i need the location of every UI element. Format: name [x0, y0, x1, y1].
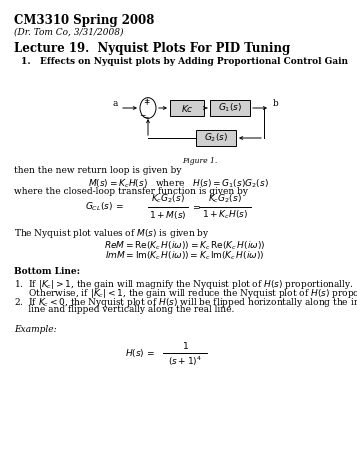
Text: Example:: Example:: [14, 325, 57, 334]
Text: The Nyquist plot values of $M(s)$ is given by: The Nyquist plot values of $M(s)$ is giv…: [14, 227, 210, 240]
Text: Bottom Line:: Bottom Line:: [14, 267, 80, 276]
Text: then the new return loop is given by: then the new return loop is given by: [14, 166, 182, 175]
Text: Lecture 19.  Nyquist Plots For PID Tuning: Lecture 19. Nyquist Plots For PID Tuning: [14, 42, 291, 55]
Text: Otherwise, if $|K_c| < 1$, the gain will reduce the Nyquist plot of $H(s)$ propo: Otherwise, if $|K_c| < 1$, the gain will…: [14, 287, 357, 300]
Text: 1.  If $|K_c| > 1$, the gain will magnify the Nyquist plot of $H(s)$ proportiona: 1. If $|K_c| > 1$, the gain will magnify…: [14, 278, 354, 291]
Text: $=$: $=$: [191, 202, 201, 212]
Text: $(s + 1)^4$: $(s + 1)^4$: [168, 354, 202, 368]
Text: b: b: [273, 98, 279, 108]
Text: $K_cG_2(s)$: $K_cG_2(s)$: [151, 193, 185, 205]
Text: $1 + M(s)$: $1 + M(s)$: [149, 209, 187, 221]
Text: Figure 1.: Figure 1.: [182, 157, 218, 165]
Text: $G_1(s)$: $G_1(s)$: [218, 102, 242, 114]
Text: $-$: $-$: [142, 112, 150, 120]
Text: $1 + K_cH(s)$: $1 + K_cH(s)$: [202, 209, 248, 221]
Text: line and flipped vertically along the real line.: line and flipped vertically along the re…: [14, 305, 235, 314]
Text: $G_{CL}(s)\, =\, $: $G_{CL}(s)\, =\, $: [85, 201, 124, 213]
Text: $K_cG_2(s)$: $K_cG_2(s)$: [208, 193, 242, 205]
Text: $G_2(s)$: $G_2(s)$: [204, 132, 228, 144]
Text: +: +: [143, 98, 149, 108]
FancyBboxPatch shape: [170, 100, 204, 116]
FancyBboxPatch shape: [210, 100, 250, 116]
FancyBboxPatch shape: [196, 130, 236, 146]
Text: $-$: $-$: [139, 109, 147, 118]
Text: 2.  If $K_c < 0$, the Nyquist plot of $H(s)$ will be flipped horizontally along : 2. If $K_c < 0$, the Nyquist plot of $H(…: [14, 296, 357, 309]
Text: (Dr. Tom Co, 3/31/2008): (Dr. Tom Co, 3/31/2008): [14, 28, 124, 37]
Text: $1$: $1$: [181, 340, 188, 351]
Text: $ImM = \mathrm{Im}(K_c\, H(i\omega)) = K_c\, \mathrm{Im}(K_c\, H(i\omega))$: $ImM = \mathrm{Im}(K_c\, H(i\omega)) = K…: [105, 250, 265, 262]
Text: 1.   Effects on Nyquist plots by Adding Proportional Control Gain: 1. Effects on Nyquist plots by Adding Pr…: [21, 57, 348, 66]
Text: a: a: [112, 98, 118, 108]
Text: $H(s)\, =\, $: $H(s)\, =\, $: [125, 347, 155, 359]
Text: $ReM = \mathrm{Re}(K_c\, H(i\omega)) = K_c\, \mathrm{Re}(K_c\, H(i\omega))$: $ReM = \mathrm{Re}(K_c\, H(i\omega)) = K…: [104, 240, 266, 253]
Text: CM3310 Spring 2008: CM3310 Spring 2008: [14, 14, 155, 27]
Text: where the closed-loop transfer function is given by: where the closed-loop transfer function …: [14, 187, 248, 196]
Text: $M(s) = K_cH(s)$   where   $H(s) = G_1(s)G_2(s)$: $M(s) = K_cH(s)$ where $H(s) = G_1(s)G_2…: [87, 177, 268, 189]
Text: $Kc$: $Kc$: [181, 103, 193, 114]
Text: +: +: [143, 97, 149, 105]
